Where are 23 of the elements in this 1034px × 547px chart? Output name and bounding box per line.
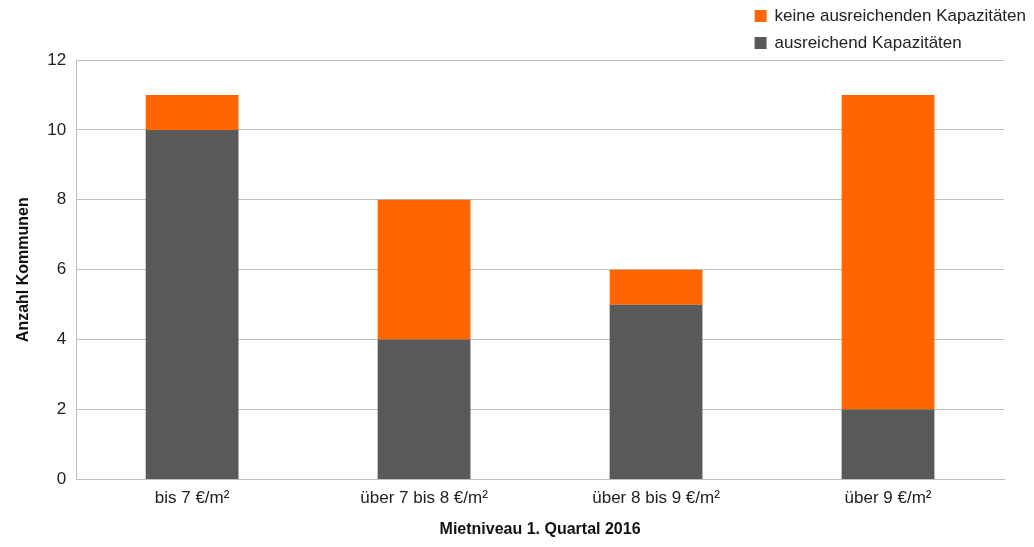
bar <box>841 94 935 410</box>
bar <box>609 304 703 479</box>
y-tick-label: 4 <box>56 329 67 349</box>
y-tick-label: 0 <box>56 469 67 489</box>
y-tick-label: 6 <box>56 259 67 279</box>
x-tick-label: über 7 bis 8 €/m² <box>360 488 489 508</box>
x-tick-label: bis 7 €/m² <box>154 488 230 508</box>
legend-label: ausreichend Kapazitäten <box>774 32 962 52</box>
bar <box>377 199 471 340</box>
bar <box>841 409 935 479</box>
y-tick-label: 12 <box>47 49 67 69</box>
y-tick-label: 2 <box>56 399 67 419</box>
bar <box>609 269 703 305</box>
y-axis-title: Anzahl Kommunen <box>14 197 32 343</box>
bar <box>145 129 239 479</box>
y-tick-label: 8 <box>56 189 67 209</box>
y-tick-label: 10 <box>47 119 67 139</box>
x-tick-label: über 8 bis 9 €/m² <box>592 488 721 508</box>
bar <box>145 94 239 130</box>
legend-label: keine ausreichenden Kapazitäten <box>774 5 1026 25</box>
x-axis-title: Mietniveau 1. Quartal 2016 <box>439 519 641 537</box>
x-tick-label: über 9 €/m² <box>844 488 932 508</box>
bar <box>377 339 471 479</box>
